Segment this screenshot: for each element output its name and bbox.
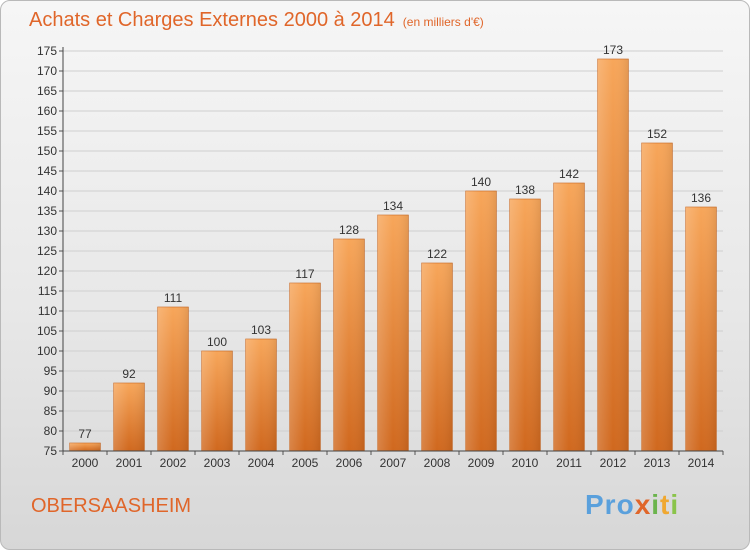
y-tick-label: 155 — [37, 124, 57, 138]
x-axis-ticks: 2000 2001 2002 2003 2004 2005 2006 2007 2008 2009… — [62, 451, 724, 470]
bar-shade — [597, 59, 629, 451]
x-tick-label: 2009 — [468, 456, 495, 470]
y-tick-label: 120 — [37, 264, 57, 278]
y-axis-ticks: 75 80 85 90 95 100 105 110 115 120 125 130 135 140 145… — [37, 44, 63, 458]
y-tick-label: 150 — [37, 144, 57, 158]
x-tick-label: 2003 — [204, 456, 231, 470]
chart-title: Achats et Charges Externes 2000 à 2014 — [29, 9, 395, 31]
bar-shade — [685, 207, 717, 451]
x-tick-label: 2004 — [248, 456, 275, 470]
x-tick-label: 2012 — [600, 456, 627, 470]
y-tick-label: 170 — [37, 64, 57, 78]
y-tick-label: 90 — [44, 384, 58, 398]
bar-shade — [157, 307, 189, 451]
x-tick-label: 2006 — [336, 456, 363, 470]
logo-part: Pro — [585, 489, 635, 520]
bar-shade — [553, 183, 585, 451]
data-label: 140 — [471, 175, 491, 189]
y-tick-label: 145 — [37, 164, 57, 178]
chart-unit: (en milliers d'€) — [402, 15, 484, 29]
bar-shade — [201, 351, 233, 451]
data-label: 117 — [295, 267, 314, 281]
y-tick-label: 140 — [37, 184, 57, 198]
y-tick-label: 115 — [38, 284, 57, 298]
bar-shade — [69, 443, 101, 451]
x-tick-label: 2010 — [512, 456, 539, 470]
x-tick-label: 2001 — [116, 456, 143, 470]
y-tick-label: 100 — [37, 344, 57, 358]
axes — [62, 47, 723, 452]
bar-shade — [421, 263, 453, 451]
y-tick-label: 95 — [44, 364, 58, 378]
data-label: 77 — [78, 427, 92, 441]
data-label: 152 — [647, 127, 667, 141]
y-tick-label: 110 — [38, 304, 57, 318]
y-tick-label: 135 — [37, 204, 57, 218]
data-label: 173 — [603, 43, 623, 57]
bar-shade — [509, 199, 541, 451]
data-label: 92 — [122, 367, 136, 381]
data-label: 138 — [515, 183, 535, 197]
data-label: 136 — [691, 191, 711, 205]
y-tick-label: 130 — [37, 224, 57, 238]
y-tick-label: 75 — [44, 444, 58, 458]
bar-shade — [641, 143, 673, 451]
y-tick-label: 125 — [37, 244, 57, 258]
x-tick-label: 2007 — [380, 456, 407, 470]
logo-part: x — [634, 489, 652, 520]
data-label: 122 — [427, 247, 447, 261]
data-label: 128 — [339, 223, 359, 237]
y-tick-label: 80 — [44, 424, 58, 438]
y-tick-label: 160 — [37, 104, 57, 118]
chart-title-block: Achats et Charges Externes 2000 à 2014 (e… — [29, 9, 484, 32]
proxiti-logo: Proxiti — [585, 489, 679, 521]
bar-shade — [113, 383, 145, 451]
logo-part: t — [660, 489, 671, 520]
x-tick-label: 2002 — [160, 456, 187, 470]
logo-part: i — [651, 489, 661, 520]
location-name: OBERSAASHEIM — [31, 495, 192, 517]
data-label: 111 — [164, 291, 183, 305]
x-tick-label: 2005 — [292, 456, 319, 470]
logo-part: i — [670, 489, 680, 520]
y-tick-label: 105 — [37, 324, 57, 338]
data-labels: 77 92 111 100 103 117 128 134 122 140 138 142 173 152… — [78, 43, 711, 441]
bar-shade — [333, 239, 365, 451]
data-label: 142 — [559, 167, 579, 181]
y-tick-label: 165 — [37, 84, 57, 98]
bar-shade — [245, 339, 277, 451]
data-label: 134 — [383, 199, 403, 213]
x-tick-label: 2014 — [688, 456, 715, 470]
data-label: 103 — [251, 323, 271, 337]
data-label: 100 — [207, 335, 227, 349]
x-tick-label: 2013 — [644, 456, 671, 470]
x-tick-label: 2011 — [556, 456, 582, 470]
bar-shade — [289, 283, 321, 451]
bar-shade — [377, 215, 409, 451]
x-tick-label: 2000 — [72, 456, 99, 470]
bars — [69, 58, 717, 452]
x-tick-label: 2008 — [424, 456, 451, 470]
y-tick-label: 175 — [37, 44, 57, 58]
bar-shade — [465, 191, 497, 451]
y-tick-label: 85 — [44, 404, 58, 418]
